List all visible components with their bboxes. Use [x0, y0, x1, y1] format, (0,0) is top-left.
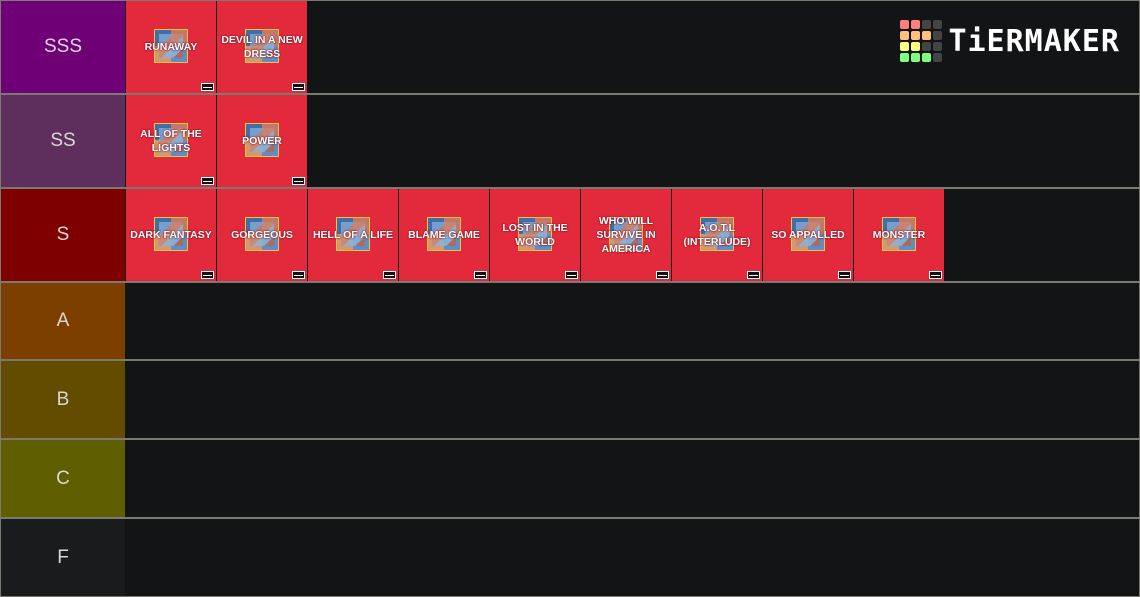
tier-item-tile[interactable]: RUNAWAY	[126, 1, 216, 93]
parental-advisory-icon	[292, 271, 305, 279]
tier-row-a: A	[1, 283, 1139, 359]
tier-label[interactable]: S	[1, 189, 125, 281]
tier-item-title: HELL OF A LIFE	[312, 229, 394, 241]
album-art-icon	[154, 29, 188, 63]
tier-item-tile[interactable]: DARK FANTASY	[126, 189, 216, 281]
tier-item-tile[interactable]: BLAME GAME	[399, 189, 489, 281]
logo-grid-cell	[900, 42, 910, 51]
logo-grid-cell	[900, 53, 910, 62]
album-art-icon	[154, 217, 188, 251]
tier-row-f: F	[1, 519, 1139, 596]
album-art-icon	[245, 29, 279, 63]
tier-item-tile[interactable]: HELL OF A LIFE	[308, 189, 398, 281]
album-art-icon	[245, 123, 279, 157]
logo-grid-cell	[933, 31, 943, 40]
tier-item-title: A.O.T.L (INTERLUDE)	[683, 222, 751, 248]
logo-grid-cell	[933, 20, 943, 29]
tier-items-dropzone[interactable]	[126, 519, 1139, 596]
tier-label[interactable]: F	[1, 519, 125, 596]
tier-item-title: DARK FANTASY	[130, 229, 212, 241]
tier-item-title: WHO WILL SURVIVE IN AMERICA	[596, 215, 656, 255]
logo-grid-cell	[922, 53, 932, 62]
tier-item-title: BLAME GAME	[408, 229, 480, 241]
tier-items-dropzone[interactable]: ALL OF THE LIGHTS POWER	[126, 95, 1139, 187]
tier-item-tile[interactable]: SO APPALLED	[763, 189, 853, 281]
tier-row-c: C	[1, 440, 1139, 517]
parental-advisory-icon	[929, 271, 942, 279]
parental-advisory-icon	[474, 271, 487, 279]
logo-grid-cell	[911, 42, 921, 51]
parental-advisory-icon	[656, 271, 669, 279]
tier-item-tile[interactable]: DEVIL IN A NEW DRESS	[217, 1, 307, 93]
tier-label[interactable]: A	[1, 283, 125, 359]
tier-item-title: MONSTER	[872, 229, 926, 241]
tier-row-ss: SS ALL OF THE LIGHTS POWER	[1, 95, 1139, 187]
logo-grid-cell	[933, 42, 943, 51]
logo-grid-icon	[900, 20, 943, 62]
parental-advisory-icon	[201, 177, 214, 185]
tier-item-tile[interactable]: GORGEOUS	[217, 189, 307, 281]
tier-label[interactable]: B	[1, 361, 125, 438]
tier-items-dropzone[interactable]	[126, 283, 1139, 359]
logo-grid-cell	[922, 31, 932, 40]
album-art-icon	[518, 217, 552, 251]
logo-text: TiERMAKER	[948, 23, 1120, 59]
tier-items-dropzone[interactable]	[126, 440, 1139, 517]
album-art-icon	[609, 217, 643, 251]
tiermaker-logo[interactable]: TiERMAKER	[900, 20, 1120, 62]
tier-item-title: LOST IN THE WORLD	[502, 222, 568, 248]
parental-advisory-icon	[292, 83, 305, 91]
tier-items-dropzone[interactable]: DARK FANTASY GORGEOUS HELL OF A LIFE BLAME …	[126, 189, 1139, 281]
parental-advisory-icon	[201, 271, 214, 279]
tier-item-title: DEVIL IN A NEW DRESS	[221, 34, 303, 60]
tier-row-b: B	[1, 361, 1139, 438]
tier-item-tile[interactable]: POWER	[217, 95, 307, 187]
tier-items-dropzone[interactable]: RUNAWAY DEVIL IN A NEW DRESS	[126, 1, 1139, 93]
logo-grid-cell	[911, 53, 921, 62]
parental-advisory-icon	[292, 177, 305, 185]
logo-grid-cell	[922, 20, 932, 29]
tier-item-title: ALL OF THE LIGHTS	[140, 128, 202, 154]
album-art-icon	[245, 217, 279, 251]
album-art-icon	[700, 217, 734, 251]
tier-item-title: RUNAWAY	[144, 41, 198, 53]
parental-advisory-icon	[565, 271, 578, 279]
album-art-icon	[791, 217, 825, 251]
parental-advisory-icon	[838, 271, 851, 279]
parental-advisory-icon	[201, 83, 214, 91]
album-art-icon	[154, 123, 188, 157]
logo-grid-cell	[911, 20, 921, 29]
tier-row-sss: SSS RUNAWAY DEVIL IN A NEW DRESS	[1, 1, 1139, 93]
tier-item-title: GORGEOUS	[231, 229, 293, 241]
tier-label[interactable]: SSS	[1, 1, 125, 93]
tier-item-tile[interactable]: A.O.T.L (INTERLUDE)	[672, 189, 762, 281]
album-art-icon	[427, 217, 461, 251]
album-art-icon	[336, 217, 370, 251]
logo-grid-cell	[900, 20, 910, 29]
tier-row-s: S DARK FANTASY GORGEOUS HELL OF A LIFE BLAME…	[1, 189, 1139, 281]
tier-item-tile[interactable]: WHO WILL SURVIVE IN AMERICA	[581, 189, 671, 281]
tier-items-dropzone[interactable]	[126, 361, 1139, 438]
tier-item-tile[interactable]: ALL OF THE LIGHTS	[126, 95, 216, 187]
parental-advisory-icon	[747, 271, 760, 279]
tier-item-title: SO APPALLED	[771, 229, 845, 241]
tier-label[interactable]: C	[1, 440, 125, 517]
album-art-icon	[882, 217, 916, 251]
tier-item-tile[interactable]: MONSTER	[854, 189, 944, 281]
parental-advisory-icon	[383, 271, 396, 279]
logo-grid-cell	[911, 31, 921, 40]
tier-item-title: POWER	[242, 135, 282, 147]
tier-item-tile[interactable]: LOST IN THE WORLD	[490, 189, 580, 281]
logo-grid-cell	[900, 31, 910, 40]
logo-grid-cell	[933, 53, 943, 62]
logo-grid-cell	[922, 42, 932, 51]
tier-label[interactable]: SS	[1, 95, 125, 187]
